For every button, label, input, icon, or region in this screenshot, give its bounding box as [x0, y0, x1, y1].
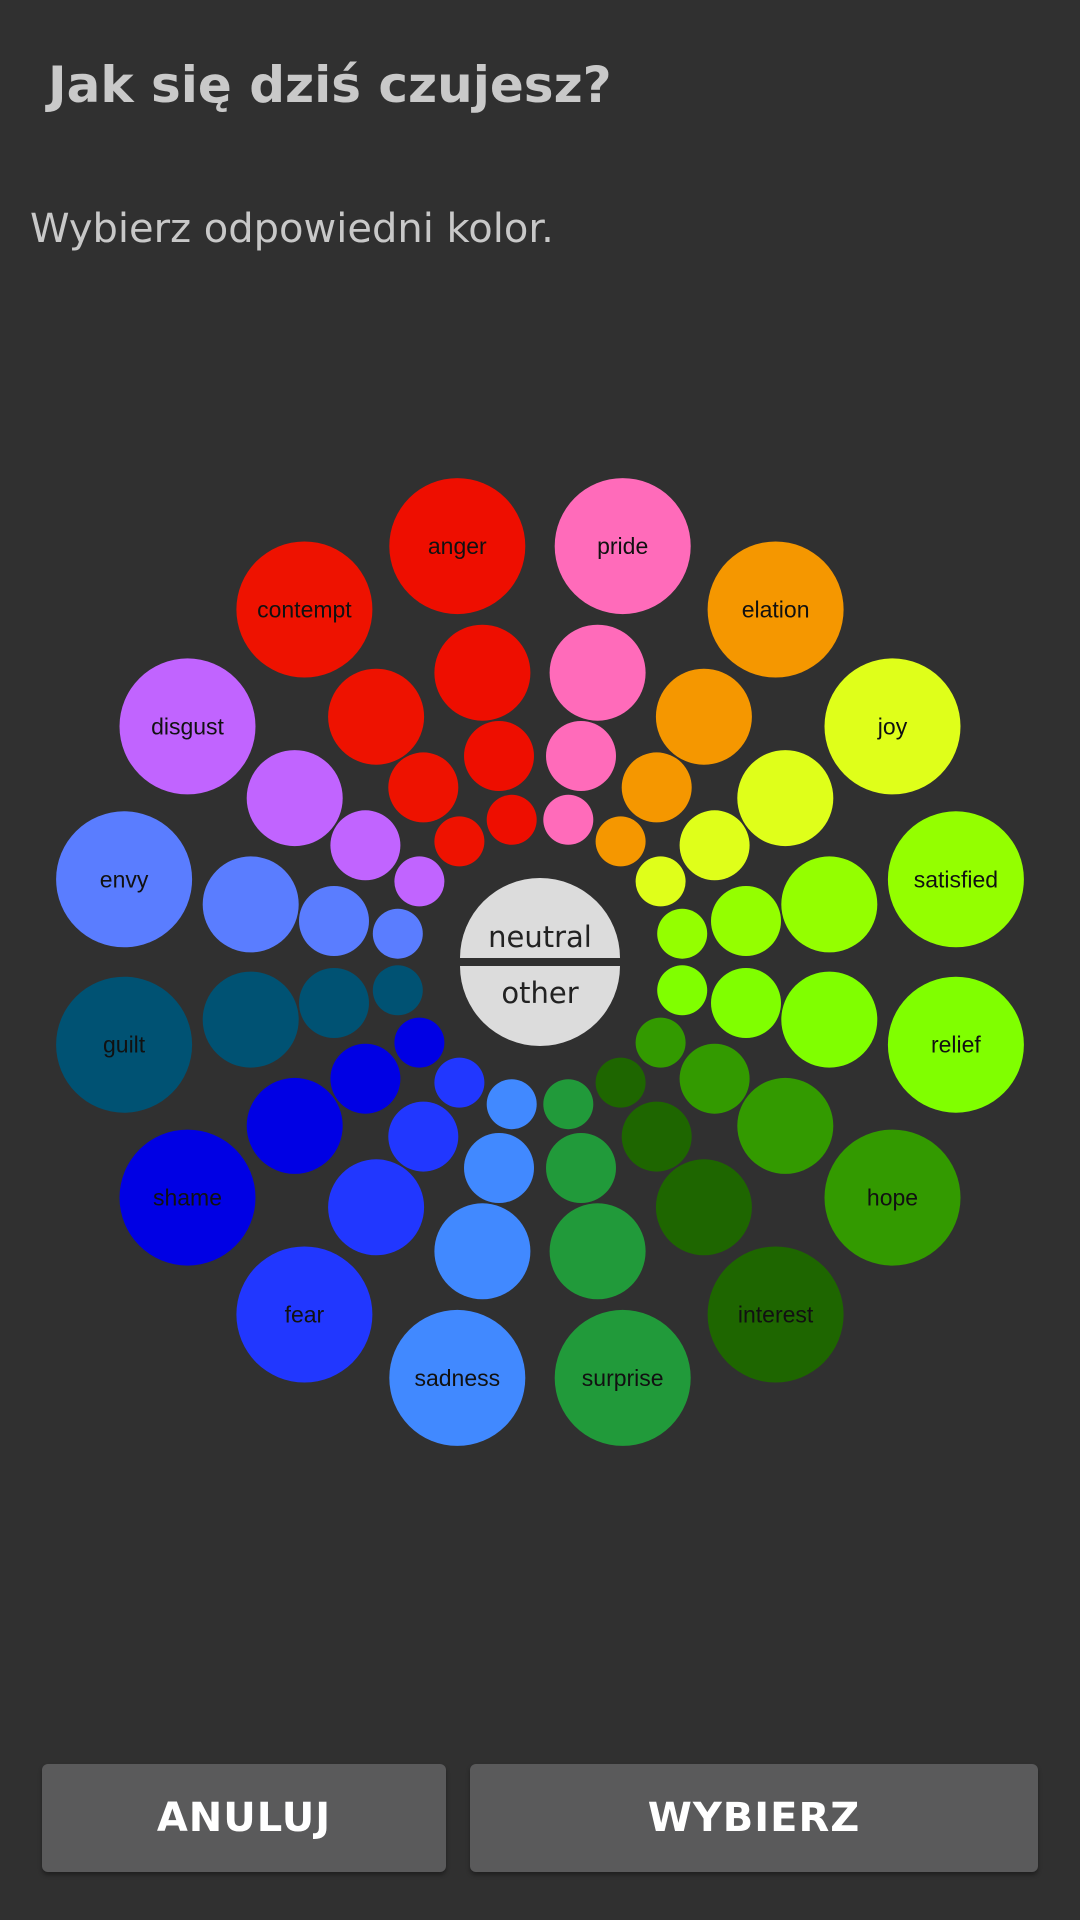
shame-bubble-2[interactable] — [330, 1043, 401, 1114]
relief-bubble-2[interactable] — [711, 968, 781, 1038]
other-button[interactable] — [460, 966, 620, 1046]
disgust-bubble-1[interactable] — [394, 856, 445, 907]
anger-bubble-1[interactable] — [486, 794, 537, 845]
disgust-bubble-2[interactable] — [330, 810, 401, 881]
surprise-bubble-3[interactable] — [549, 1203, 646, 1300]
joy-bubble-1[interactable] — [635, 856, 686, 907]
surprise-bubble-2[interactable] — [546, 1133, 616, 1203]
page-subtitle: Wybierz odpowiedni kolor. — [30, 206, 554, 252]
shame-bubble-1[interactable] — [394, 1017, 445, 1068]
guilt-bubble-4[interactable] — [56, 976, 193, 1113]
envy-label: envy — [100, 866, 149, 892]
satisfied-bubble-2[interactable] — [711, 886, 781, 956]
sadness-bubble-2[interactable] — [464, 1133, 534, 1203]
guilt-bubble-2[interactable] — [299, 968, 369, 1038]
surprise-bubble-1[interactable] — [543, 1079, 594, 1130]
anger-bubble-3[interactable] — [434, 624, 531, 721]
disgust-bubble-4[interactable] — [119, 658, 256, 795]
disgust-bubble-3[interactable] — [246, 750, 343, 847]
disgust-label: disgust — [151, 713, 224, 739]
contempt-label: contempt — [257, 597, 352, 623]
fear-bubble-3[interactable] — [328, 1159, 425, 1256]
hope-bubble-1[interactable] — [635, 1017, 686, 1068]
elation-bubble-2[interactable] — [621, 752, 692, 823]
select-button[interactable]: WYBIERZ — [470, 1764, 1038, 1872]
surprise-label: surprise — [582, 1365, 664, 1391]
hope-bubble-4[interactable] — [824, 1129, 961, 1266]
satisfied-bubble-1[interactable] — [657, 908, 708, 959]
hope-bubble-2[interactable] — [679, 1043, 750, 1114]
anger-bubble-2[interactable] — [464, 721, 534, 791]
elation-bubble-4[interactable] — [707, 541, 844, 678]
cancel-button[interactable]: ANULUJ — [42, 1764, 446, 1872]
shame-bubble-3[interactable] — [246, 1077, 343, 1174]
interest-bubble-1[interactable] — [595, 1057, 646, 1108]
joy-bubble-3[interactable] — [737, 750, 834, 847]
pride-label: pride — [597, 533, 648, 559]
joy-bubble-2[interactable] — [679, 810, 750, 881]
pride-bubble-1[interactable] — [543, 794, 594, 845]
interest-bubble-4[interactable] — [707, 1246, 844, 1383]
pride-bubble-4[interactable] — [554, 478, 691, 615]
neutral-button[interactable] — [460, 878, 620, 958]
contempt-bubble-2[interactable] — [388, 752, 459, 823]
surprise-bubble-4[interactable] — [554, 1309, 691, 1446]
pride-bubble-2[interactable] — [546, 721, 616, 791]
anger-bubble-4[interactable] — [389, 478, 526, 615]
elation-bubble-3[interactable] — [655, 668, 752, 765]
contempt-bubble-4[interactable] — [236, 541, 373, 678]
interest-bubble-2[interactable] — [621, 1101, 692, 1172]
satisfied-bubble-4[interactable] — [887, 811, 1024, 948]
interest-bubble-3[interactable] — [655, 1159, 752, 1256]
sadness-bubble-3[interactable] — [434, 1203, 531, 1300]
shame-label: shame — [153, 1185, 222, 1211]
contempt-bubble-3[interactable] — [328, 668, 425, 765]
sadness-bubble-1[interactable] — [486, 1079, 537, 1130]
hope-label: hope — [867, 1185, 918, 1211]
pride-bubble-3[interactable] — [549, 624, 646, 721]
joy-label: joy — [877, 713, 908, 739]
neutral-label: neutral — [488, 920, 592, 954]
relief-label: relief — [931, 1032, 981, 1058]
other-label: other — [501, 976, 578, 1010]
shame-bubble-4[interactable] — [119, 1129, 256, 1266]
page-title: Jak się dziś czujesz? — [48, 56, 612, 114]
envy-bubble-2[interactable] — [299, 886, 369, 956]
fear-bubble-1[interactable] — [434, 1057, 485, 1108]
interest-label: interest — [738, 1302, 814, 1328]
hope-bubble-3[interactable] — [737, 1077, 834, 1174]
envy-bubble-3[interactable] — [202, 856, 299, 953]
satisfied-bubble-3[interactable] — [781, 856, 878, 953]
relief-bubble-3[interactable] — [781, 971, 878, 1068]
sadness-bubble-4[interactable] — [389, 1309, 526, 1446]
elation-bubble-1[interactable] — [595, 816, 646, 867]
fear-bubble-2[interactable] — [388, 1101, 459, 1172]
anger-label: anger — [428, 533, 487, 559]
fear-label: fear — [285, 1302, 325, 1328]
sadness-label: sadness — [414, 1365, 500, 1391]
envy-bubble-1[interactable] — [372, 908, 423, 959]
elation-label: elation — [742, 597, 810, 623]
guilt-label: guilt — [103, 1032, 146, 1058]
satisfied-label: satisfied — [914, 866, 998, 892]
guilt-bubble-3[interactable] — [202, 971, 299, 1068]
guilt-bubble-1[interactable] — [372, 965, 423, 1016]
joy-bubble-4[interactable] — [824, 658, 961, 795]
envy-bubble-4[interactable] — [56, 811, 193, 948]
relief-bubble-1[interactable] — [657, 965, 708, 1016]
relief-bubble-4[interactable] — [887, 976, 1024, 1113]
contempt-bubble-1[interactable] — [434, 816, 485, 867]
fear-bubble-4[interactable] — [236, 1246, 373, 1383]
